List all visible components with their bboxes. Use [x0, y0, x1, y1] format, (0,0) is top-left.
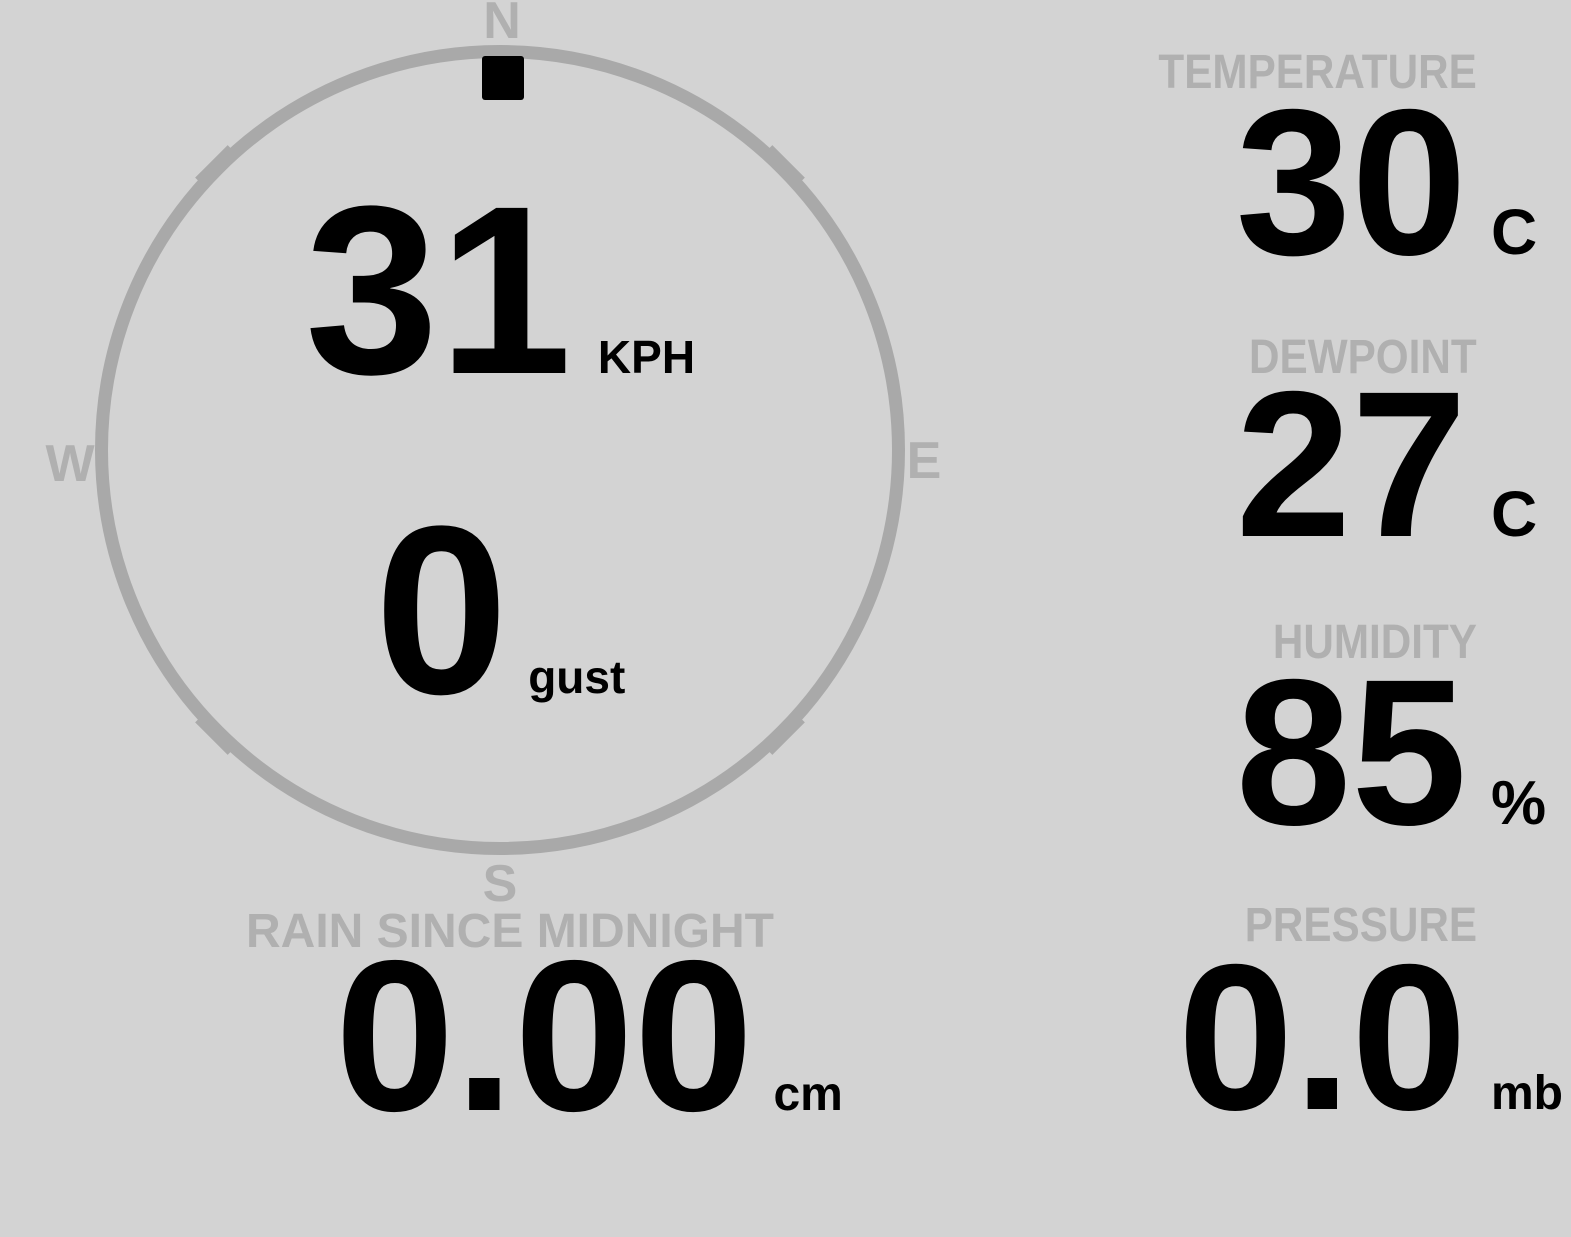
temperature-unit: C	[1491, 196, 1538, 268]
dewpoint-unit: C	[1491, 478, 1538, 550]
dewpoint-row: 27 C	[1236, 361, 1561, 569]
humidity-unit: %	[1491, 769, 1547, 838]
wind-speed-unit: KPH	[597, 331, 696, 383]
cardinal-south-label: S	[482, 855, 518, 913]
temperature-row: 30 C	[1236, 79, 1561, 287]
rain-since-midnight-label: RAIN SINCE MIDNIGHT	[246, 905, 774, 958]
rain-row: 0.00 cm	[335, 928, 843, 1143]
rain-value: 0.00	[335, 915, 754, 1156]
wind-gust-value: 0	[374, 476, 509, 744]
pressure-row: 0.0 mb	[1177, 922, 1563, 1154]
humidity-label: HUMIDITY	[1272, 616, 1477, 669]
temperature-label: TEMPERATURE	[1158, 46, 1477, 99]
wind-speed-value: 31	[304, 156, 572, 424]
humidity-row: 85 %	[1236, 649, 1561, 857]
pressure-value: 0.0	[1177, 922, 1467, 1154]
pressure-unit: mb	[1491, 1067, 1563, 1120]
cardinal-north-label: N	[483, 0, 521, 50]
dewpoint-value: 27	[1235, 349, 1467, 581]
cardinal-west-label: W	[45, 435, 95, 493]
wind-gust-row: 0 gust	[375, 490, 626, 730]
wind-speed-row: 31 KPH	[305, 170, 695, 410]
dewpoint-label: DEWPOINT	[1249, 331, 1477, 384]
wind-direction-marker-icon	[482, 56, 524, 100]
pressure-label: PRESSURE	[1244, 899, 1477, 952]
wind-gust-unit: gust	[528, 651, 626, 703]
humidity-value: 85	[1235, 637, 1467, 869]
rain-unit: cm	[773, 1068, 843, 1121]
cardinal-east-label: E	[906, 432, 942, 490]
temperature-value: 30	[1235, 67, 1467, 299]
